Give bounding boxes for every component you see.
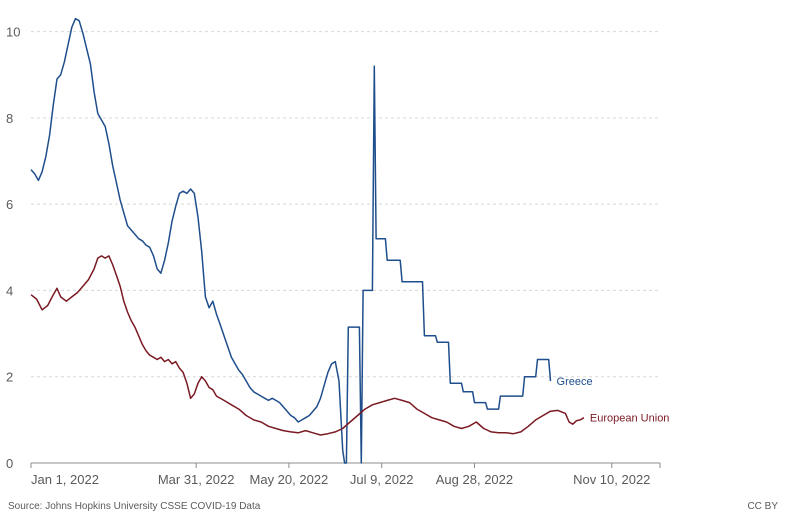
series-label-greece: Greece bbox=[557, 376, 593, 388]
x-tick-label: Mar 31, 2022 bbox=[158, 472, 235, 487]
series-line-greece bbox=[30, 17, 552, 464]
y-tick-label: 0 bbox=[6, 456, 13, 471]
series-label-european-union: European Union bbox=[590, 413, 670, 425]
x-tick-label: Aug 28, 2022 bbox=[436, 472, 513, 487]
x-tick-label: Jul 9, 2022 bbox=[350, 472, 414, 487]
y-tick-label: 6 bbox=[6, 197, 13, 212]
x-tick-label: Nov 10, 2022 bbox=[573, 472, 650, 487]
x-axis: Jan 1, 2022 Mar 31, 2022 May 20, 2022 Jul 9… bbox=[30, 462, 661, 487]
series-line-european-union bbox=[30, 255, 585, 436]
y-axis: 0 2 4 6 8 10 bbox=[6, 25, 20, 471]
source-note: Source: Johns Hopkins University CSSE CO… bbox=[8, 501, 261, 512]
x-tick-label: Jan 1, 2022 bbox=[31, 472, 99, 487]
y-tick-label: 10 bbox=[6, 25, 20, 40]
y-tick-label: 4 bbox=[6, 283, 13, 298]
line-chart: 0 2 4 6 8 10 Jan 1, 2022 Mar 31, 2022 May 20, 2… bbox=[6, 17, 670, 487]
y-tick-label: 8 bbox=[6, 111, 13, 126]
series-labels: Greece European Union bbox=[557, 376, 670, 425]
x-tick-label: May 20, 2022 bbox=[250, 472, 329, 487]
license-label: CC BY bbox=[747, 501, 778, 512]
grid-lines bbox=[31, 31, 660, 378]
series-lines bbox=[30, 17, 585, 464]
y-tick-label: 2 bbox=[6, 370, 13, 385]
